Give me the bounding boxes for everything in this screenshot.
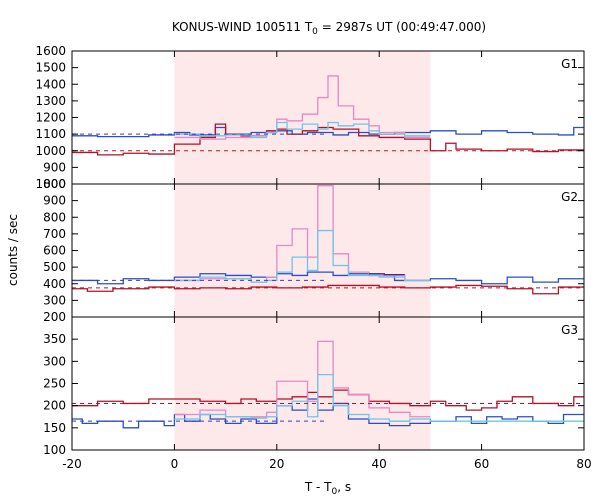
series-red-1 bbox=[72, 284, 584, 295]
y-tick-label: 150 bbox=[43, 421, 66, 435]
x-tick-label: -20 bbox=[62, 457, 82, 471]
series-pink-2 bbox=[174, 75, 431, 140]
shaded-interval bbox=[174, 184, 431, 317]
y-tick-label: 1100 bbox=[35, 127, 66, 141]
y-tick-label: 1000 bbox=[35, 144, 66, 158]
y-tick-label: 800 bbox=[43, 177, 66, 191]
y-tick-label: 600 bbox=[43, 244, 66, 258]
x-tick-label: 20 bbox=[269, 457, 284, 471]
series-blue-0 bbox=[72, 398, 584, 429]
y-tick-label: 200 bbox=[43, 310, 66, 324]
y-tick-label: 900 bbox=[43, 194, 66, 208]
y-tick-label: 1500 bbox=[35, 61, 66, 75]
plot-area: 8009001000110012001300140015001600G12003… bbox=[35, 44, 591, 471]
x-tick-label: 40 bbox=[372, 457, 387, 471]
shaded-interval bbox=[174, 317, 431, 450]
y-tick-label: 700 bbox=[43, 227, 66, 241]
panel-label: G1 bbox=[561, 57, 578, 71]
y-tick-label: 500 bbox=[43, 260, 66, 274]
y-tick-label: 1200 bbox=[35, 111, 66, 125]
y-tick-label: 800 bbox=[43, 210, 66, 224]
y-tick-label: 1400 bbox=[35, 77, 66, 91]
y-tick-label: 900 bbox=[43, 160, 66, 174]
series-red-1 bbox=[72, 123, 584, 156]
series-blue-0 bbox=[72, 126, 584, 138]
panel-g1: 800 900 1000 1100 1200 1300 1400 1500 1600 G1 bbox=[35, 44, 585, 191]
panel-g2: 200 300 400 500 600 700 800 900 1000 G2 bbox=[35, 177, 585, 324]
x-tick-label: 80 bbox=[576, 457, 591, 471]
panel-label: G3 bbox=[561, 323, 578, 337]
series-dark_blue-4 bbox=[368, 273, 405, 276]
y-tick-label: 1300 bbox=[35, 94, 66, 108]
y-tick-label: 300 bbox=[43, 293, 66, 307]
y-tick-label: 1000 bbox=[35, 177, 66, 191]
panel-label: G2 bbox=[561, 190, 578, 204]
y-tick-label: 200 bbox=[43, 399, 66, 413]
y-tick-label: 1600 bbox=[35, 44, 66, 58]
y-tick-label: 400 bbox=[43, 277, 66, 291]
panel-g3: 100 150 200 250 300 350 G3 bbox=[43, 316, 585, 457]
series-cyan-3 bbox=[174, 373, 584, 422]
y-tick-label: 250 bbox=[43, 377, 66, 391]
x-tick-label: 0 bbox=[171, 457, 179, 471]
x-tick-label: 60 bbox=[474, 457, 489, 471]
series-cyan-3 bbox=[174, 229, 431, 283]
y-tick-label: 350 bbox=[43, 332, 66, 346]
y-tick-label: 300 bbox=[43, 354, 66, 368]
series-cyan-3 bbox=[174, 121, 431, 139]
chart-title: KONUS-WIND 100511 T0 = 2987s UT (00:49:4… bbox=[172, 20, 486, 37]
y-axis-title: counts / sec bbox=[6, 214, 20, 286]
y-tick-label: 100 bbox=[43, 443, 66, 457]
x-axis-title: T - T0, s bbox=[304, 480, 351, 497]
